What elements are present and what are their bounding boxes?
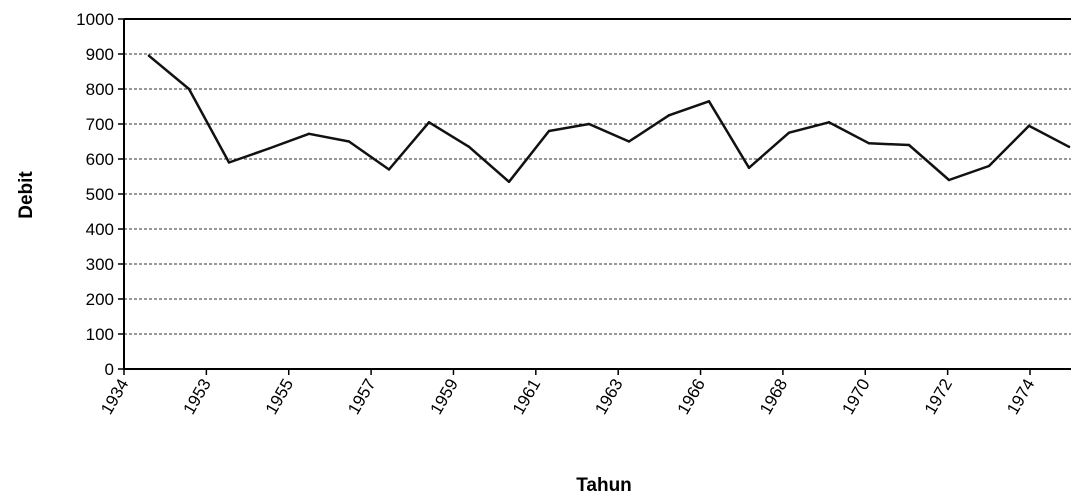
- x-tick-label-1966: 1966: [674, 376, 709, 418]
- y-tick-label-800: 800: [86, 80, 114, 99]
- y-tick-labels: 0 100 200 300 400 500 600 700 800 900 1000: [76, 10, 124, 379]
- y-tick-label-700: 700: [86, 115, 114, 134]
- data-point-16: [787, 131, 791, 134]
- data-point-8: [467, 145, 471, 148]
- x-tick-label-1972: 1972: [921, 376, 956, 418]
- data-point-12: [627, 140, 631, 143]
- x-tick-label-1934: 1934: [97, 376, 132, 418]
- data-point-17: [827, 121, 831, 124]
- x-tick-label-1959: 1959: [427, 376, 462, 418]
- data-point-1: [187, 87, 191, 91]
- x-tick-labels: 1934 1953 1955 1957 1959 1961 1963 1966 1968 1970…: [97, 369, 1038, 418]
- series-layer: [147, 54, 1071, 184]
- series-line-debit: [147, 54, 1071, 184]
- gridlines: [124, 53, 1071, 335]
- y-tick-label-100: 100: [86, 325, 114, 344]
- x-tick-label-1953: 1953: [179, 376, 214, 418]
- data-point-20: [947, 178, 951, 182]
- y-tick-label-600: 600: [86, 150, 114, 169]
- data-point-5: [347, 140, 351, 143]
- data-point-14: [707, 100, 711, 103]
- data-point-19: [907, 143, 911, 147]
- data-point-7: [427, 121, 431, 124]
- y-tick-label-1000: 1000: [76, 10, 114, 29]
- y-tick-label-300: 300: [86, 255, 114, 274]
- data-point-2: [227, 161, 231, 164]
- x-tick-label-1968: 1968: [756, 376, 791, 418]
- x-tick-label-1955: 1955: [262, 376, 297, 418]
- y-tick-label-900: 900: [86, 45, 114, 64]
- x-axis-title: Tahun: [576, 475, 632, 495]
- y-axis-title: Debit: [16, 171, 37, 219]
- data-point-9: [507, 180, 511, 183]
- data-point-15: [747, 166, 751, 169]
- data-point-13: [667, 114, 671, 117]
- data-point-21: [987, 164, 991, 168]
- data-point-0: [147, 54, 151, 57]
- data-point-4: [307, 132, 311, 135]
- x-tick-label-1974: 1974: [1003, 376, 1038, 418]
- x-tick-label-1963: 1963: [591, 376, 626, 418]
- y-tick-label-500: 500: [86, 185, 114, 204]
- y-tick-label-0: 0: [105, 360, 114, 379]
- y-tick-label-400: 400: [86, 220, 114, 239]
- x-tick-label-1970: 1970: [838, 376, 873, 418]
- data-point-10: [547, 129, 551, 133]
- x-tick-label-1961: 1961: [509, 376, 544, 418]
- data-point-11: [587, 122, 591, 126]
- data-point-18: [867, 142, 871, 145]
- data-point-6: [387, 168, 391, 171]
- data-point-23: [1067, 145, 1071, 148]
- y-tick-label-200: 200: [86, 290, 114, 309]
- data-point-3: [267, 147, 271, 150]
- data-point-22: [1027, 124, 1031, 127]
- x-tick-label-1957: 1957: [344, 376, 379, 418]
